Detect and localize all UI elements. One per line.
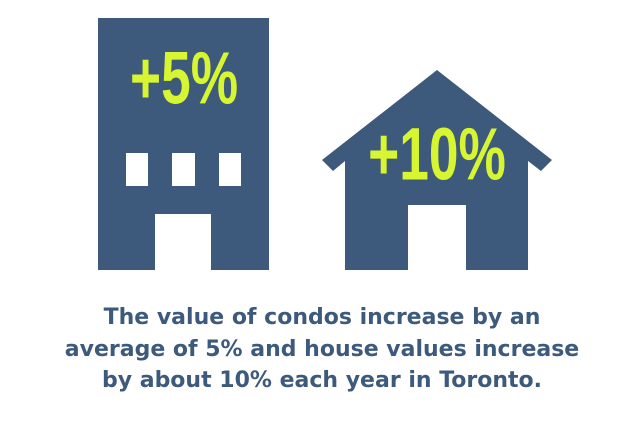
- door: [408, 205, 466, 270]
- window: [126, 153, 148, 186]
- condo-label: +5%: [130, 37, 238, 120]
- door: [155, 214, 211, 270]
- house-label: +10%: [368, 113, 506, 196]
- caption-line: average of 5% and house values increase: [65, 337, 579, 362]
- condo-icon: +5%: [98, 18, 269, 270]
- caption-line: by about 10% each year in Toronto.: [102, 368, 542, 393]
- caption: The value of condos increase by an avera…: [65, 305, 579, 393]
- house: [322, 70, 552, 270]
- caption-line: The value of condos increase by an: [104, 305, 541, 330]
- window: [172, 153, 195, 186]
- house-icon: +10%: [322, 70, 552, 270]
- window: [219, 153, 241, 186]
